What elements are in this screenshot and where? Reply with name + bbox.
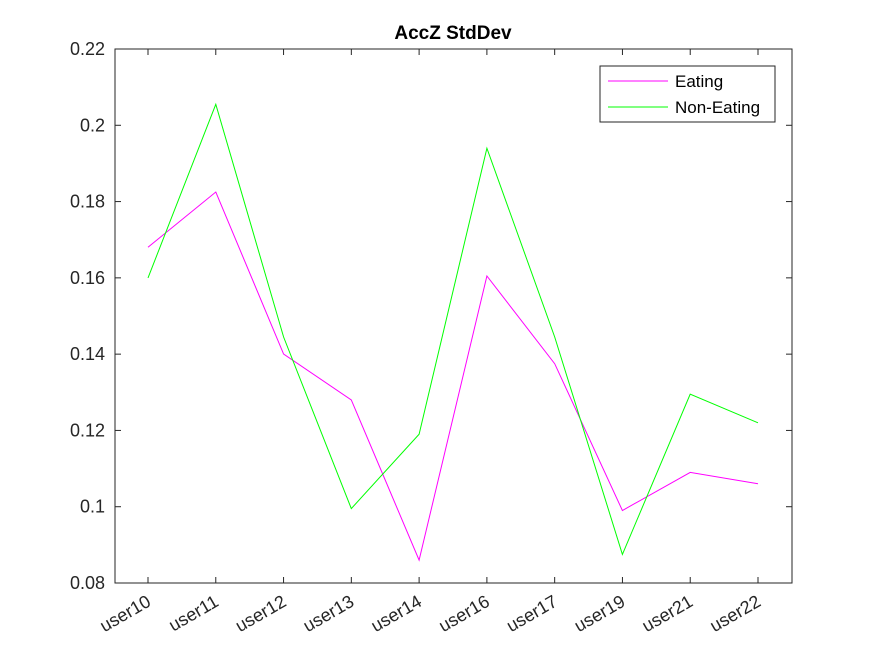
x-tick-label: user22 — [706, 591, 764, 636]
series-line-non-eating — [147, 102, 759, 556]
x-tick-label: user17 — [503, 591, 561, 636]
x-tick-label: user16 — [435, 591, 493, 636]
x-tick-label: user13 — [300, 591, 358, 636]
x-tick-label: user11 — [165, 591, 222, 635]
y-tick-label: 0.18 — [70, 192, 105, 212]
legend-box — [599, 65, 776, 123]
y-tick-label: 0.22 — [70, 39, 105, 59]
y-tick-label: 0.2 — [80, 115, 105, 135]
y-tick-label: 0.12 — [70, 420, 105, 440]
plot-area — [114, 48, 793, 584]
x-tick-label: user14 — [367, 591, 425, 636]
legend: Eating Non-Eating — [599, 65, 776, 123]
y-tick-label: 0.1 — [80, 497, 105, 517]
x-tick-label: user10 — [96, 591, 154, 636]
x-tick-label: user12 — [232, 591, 290, 636]
x-tick-label: user21 — [639, 591, 697, 636]
y-tick-label: 0.14 — [70, 344, 105, 364]
y-tick-label: 0.08 — [70, 573, 105, 593]
series-line-eating — [147, 191, 759, 562]
legend-label-non-eating: Non-Eating — [675, 98, 760, 117]
legend-label-eating: Eating — [675, 72, 723, 91]
x-tick-label: user19 — [571, 591, 629, 636]
series-layer — [147, 102, 759, 562]
y-tick-label: 0.16 — [70, 268, 105, 288]
y-axis: 0.08 0.1 0.12 0.14 0.16 0.18 0.2 0.22 — [70, 39, 792, 593]
chart-title: AccZ StdDev — [394, 23, 512, 44]
